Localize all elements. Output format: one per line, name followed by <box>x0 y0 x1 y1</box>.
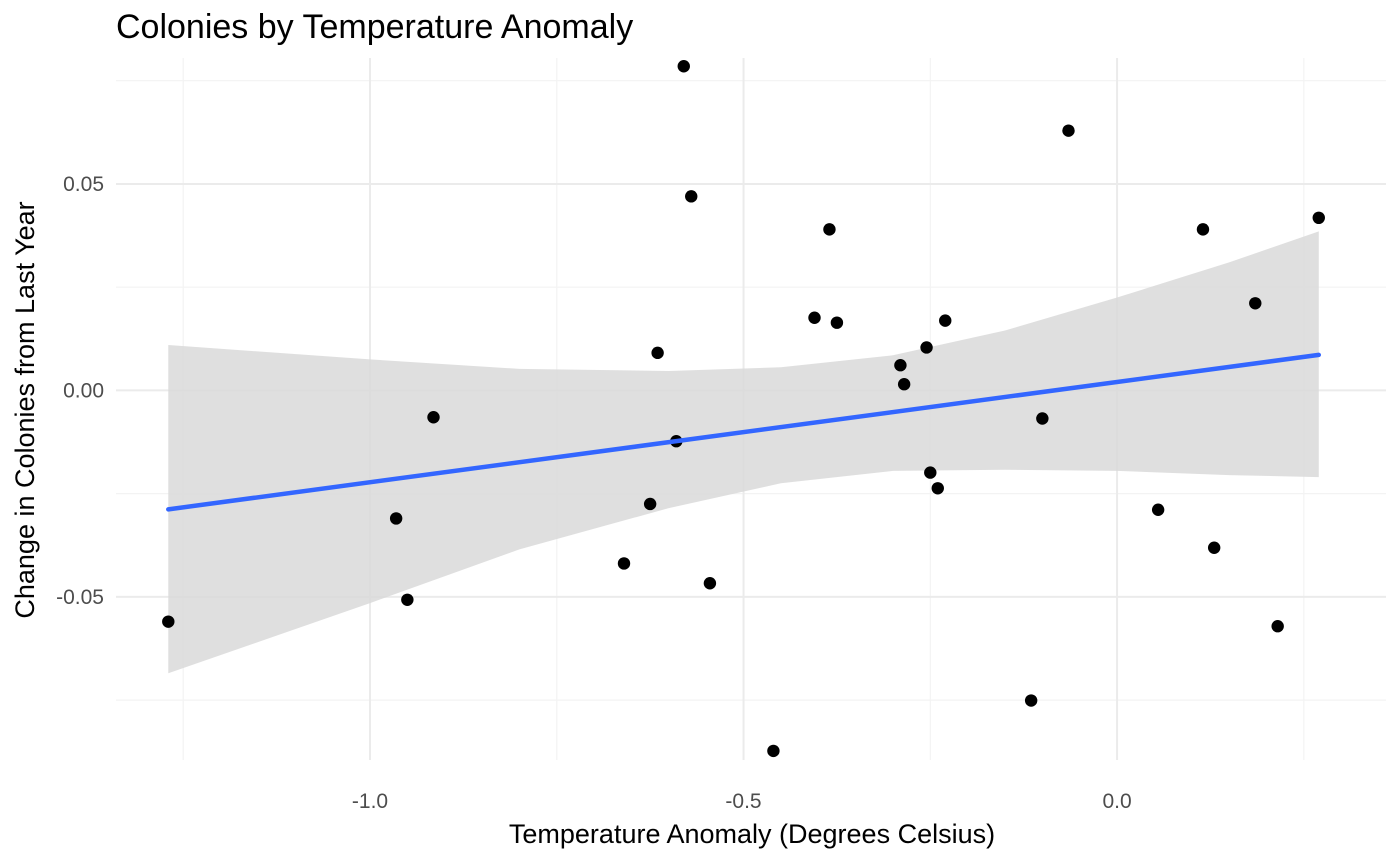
x-tick-label-0: -1.0 <box>352 790 388 813</box>
data-point-2 <box>401 593 414 606</box>
data-point-29 <box>1312 211 1325 225</box>
x-tick-label-2: 0.0 <box>1102 790 1131 813</box>
data-point-21 <box>1024 694 1038 707</box>
data-point-19 <box>931 482 944 495</box>
y-tick-label-2: 0.05 <box>63 173 104 196</box>
data-point-11 <box>767 744 780 758</box>
y-axis-title: Change in Colonies from Last Year <box>10 201 40 618</box>
data-point-18 <box>924 466 937 479</box>
data-point-5 <box>643 497 657 511</box>
data-point-20 <box>939 314 952 327</box>
data-point-16 <box>897 378 911 391</box>
data-point-27 <box>1249 297 1262 310</box>
data-point-22 <box>1036 412 1049 425</box>
data-point-10 <box>703 577 717 590</box>
data-point-25 <box>1196 223 1210 236</box>
chart-title: Colonies by Temperature Anomaly <box>116 8 633 46</box>
data-point-15 <box>894 359 907 372</box>
data-point-8 <box>677 60 690 73</box>
data-point-23 <box>1062 124 1075 137</box>
data-point-0 <box>162 615 175 628</box>
data-point-9 <box>685 190 698 203</box>
data-point-26 <box>1207 541 1221 554</box>
data-point-14 <box>830 316 844 329</box>
data-point-4 <box>617 557 631 570</box>
data-point-1 <box>389 512 403 525</box>
x-axis-ticks: -1.0 -0.5 0.0 <box>352 790 1132 813</box>
y-tick-label-0: -0.05 <box>56 586 104 609</box>
y-axis-ticks: -0.05 0.00 0.05 <box>56 173 104 609</box>
data-point-6 <box>651 346 664 360</box>
confidence-band-layer <box>168 231 1319 674</box>
x-axis-title: Temperature Anomaly (Degrees Celsius) <box>509 819 995 849</box>
data-point-12 <box>808 311 821 324</box>
data-point-3 <box>427 411 440 424</box>
y-tick-label-1: 0.00 <box>63 379 104 402</box>
data-point-17 <box>920 341 933 354</box>
x-tick-label-1: -0.5 <box>725 790 761 813</box>
data-point-28 <box>1271 620 1284 633</box>
data-point-24 <box>1151 503 1165 516</box>
data-point-13 <box>823 223 836 236</box>
trend-line <box>166 352 1322 512</box>
trend-line-layer <box>166 352 1322 512</box>
confidence-band <box>168 231 1319 674</box>
points-layer <box>162 60 1325 758</box>
